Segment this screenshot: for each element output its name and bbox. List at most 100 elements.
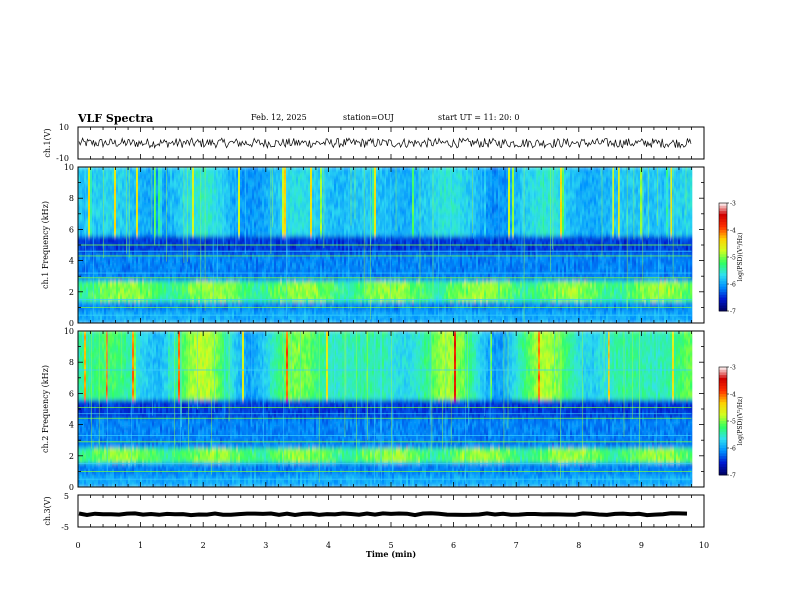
spectrogram-cell bbox=[246, 278, 248, 281]
spectrogram-cell bbox=[136, 284, 138, 287]
spectrogram-cell bbox=[242, 260, 244, 263]
spectrogram-cell bbox=[116, 314, 118, 317]
ch1-waveform-xticks bbox=[78, 127, 704, 159]
spectrogram-cell bbox=[202, 185, 204, 188]
spectrogram-cell bbox=[120, 176, 122, 179]
spectrogram-cell bbox=[170, 179, 172, 182]
spectrogram-cell bbox=[232, 290, 234, 293]
spectrogram-cell bbox=[262, 296, 264, 299]
spectrogram-cell bbox=[194, 257, 196, 260]
spectrogram-cell bbox=[138, 227, 140, 230]
spectrogram-cell bbox=[226, 260, 228, 263]
spectrogram-cell bbox=[110, 272, 112, 275]
spectrogram-cell bbox=[246, 170, 248, 173]
spectrogram-cell bbox=[240, 317, 242, 320]
spectrogram-cell bbox=[242, 179, 244, 182]
spectrogram-cell bbox=[122, 278, 124, 281]
spectrogram-cell bbox=[202, 296, 204, 299]
spectrogram-cell bbox=[252, 170, 254, 173]
spectrogram-cell bbox=[190, 233, 192, 236]
spectrogram-cell bbox=[232, 230, 234, 233]
spectrogram-cell bbox=[80, 245, 82, 248]
spectrogram-cell bbox=[138, 296, 140, 299]
spectrogram-cell bbox=[162, 200, 164, 203]
spectrogram-cell bbox=[100, 272, 102, 275]
spectrogram-cell bbox=[240, 179, 242, 182]
spectrogram-cell bbox=[210, 188, 212, 191]
spectrogram-cell bbox=[214, 197, 216, 200]
spectrogram-cell bbox=[162, 191, 164, 194]
spectrogram-cell bbox=[94, 245, 96, 248]
spectrogram-cell bbox=[146, 290, 148, 293]
spectrogram-cell bbox=[100, 278, 102, 281]
spectrogram-cell bbox=[192, 317, 194, 320]
spectrogram-cell bbox=[170, 266, 172, 269]
spectrogram-cell bbox=[174, 293, 176, 296]
spectrogram-cell bbox=[108, 278, 110, 281]
spectrogram-cell bbox=[232, 302, 234, 305]
spectrogram-cell bbox=[126, 293, 128, 296]
spectrogram-cell bbox=[206, 227, 208, 230]
spectrogram-cell bbox=[240, 269, 242, 272]
spectrogram-cell bbox=[250, 230, 252, 233]
spectrogram-cell bbox=[206, 296, 208, 299]
spectrogram-cell bbox=[208, 227, 210, 230]
spectrogram-cell bbox=[180, 305, 182, 308]
spectrogram-cell bbox=[174, 260, 176, 263]
spectrogram-cell bbox=[96, 173, 98, 176]
spectrogram-cell bbox=[238, 194, 240, 197]
spectrogram-cell bbox=[196, 206, 198, 209]
spectrogram-cell bbox=[228, 311, 230, 314]
spectrogram-cell bbox=[136, 269, 138, 272]
spectrogram-cell bbox=[244, 260, 246, 263]
spectrogram-cell bbox=[86, 173, 88, 176]
spectrogram-cell bbox=[90, 317, 92, 320]
spectrogram-cell bbox=[242, 290, 244, 293]
spectrogram-cell bbox=[200, 230, 202, 233]
spectrogram-cell bbox=[148, 236, 150, 239]
spectrogram-cell bbox=[196, 212, 198, 215]
spectrogram-cell bbox=[176, 305, 178, 308]
spectrogram-cell bbox=[108, 263, 110, 266]
spectrogram-cell bbox=[178, 209, 180, 212]
spectrogram-cell bbox=[88, 284, 90, 287]
spectrogram-cell bbox=[202, 287, 204, 290]
spectrogram-cell bbox=[140, 197, 142, 200]
spectrogram-cell bbox=[242, 176, 244, 179]
spectrogram-cell bbox=[262, 284, 264, 287]
spectrogram-cell bbox=[214, 278, 216, 281]
spectrogram-cell bbox=[162, 170, 164, 173]
spectrogram-cell bbox=[202, 269, 204, 272]
spectrogram-cell bbox=[90, 311, 92, 314]
spectrogram-cell bbox=[248, 260, 250, 263]
spectrogram-cell bbox=[210, 236, 212, 239]
spectrogram-cell bbox=[236, 311, 238, 314]
spectrogram-cell bbox=[246, 302, 248, 305]
spectrogram-cell bbox=[178, 176, 180, 179]
spectrogram-cell bbox=[236, 194, 238, 197]
spectrogram-cell bbox=[218, 179, 220, 182]
spectrogram-cell bbox=[162, 221, 164, 224]
spectrogram-cell bbox=[194, 188, 196, 191]
spectrogram-cell bbox=[248, 194, 250, 197]
spectrogram-cell bbox=[246, 230, 248, 233]
spectrogram-cell bbox=[194, 302, 196, 305]
spectrogram-cell bbox=[256, 227, 258, 230]
spectrogram-cell bbox=[142, 269, 144, 272]
spectrogram-cell bbox=[172, 239, 174, 242]
spectrogram-cell bbox=[238, 221, 240, 224]
spectrogram-cell bbox=[138, 167, 140, 170]
spectrogram-cell bbox=[218, 308, 220, 311]
spectrogram-cell bbox=[148, 269, 150, 272]
spectrogram-cell bbox=[178, 272, 180, 275]
spectrogram-cell bbox=[248, 311, 250, 314]
spectrogram-cell bbox=[206, 260, 208, 263]
spectrogram-cell bbox=[140, 179, 142, 182]
spectrogram-cell bbox=[158, 215, 160, 218]
spectrogram-cell bbox=[114, 182, 116, 185]
spectrogram-cell bbox=[116, 170, 118, 173]
spectrogram-cell bbox=[106, 188, 108, 191]
spectrogram-cell bbox=[208, 269, 210, 272]
spectrogram-cell bbox=[126, 269, 128, 272]
spectrogram-cell bbox=[172, 179, 174, 182]
